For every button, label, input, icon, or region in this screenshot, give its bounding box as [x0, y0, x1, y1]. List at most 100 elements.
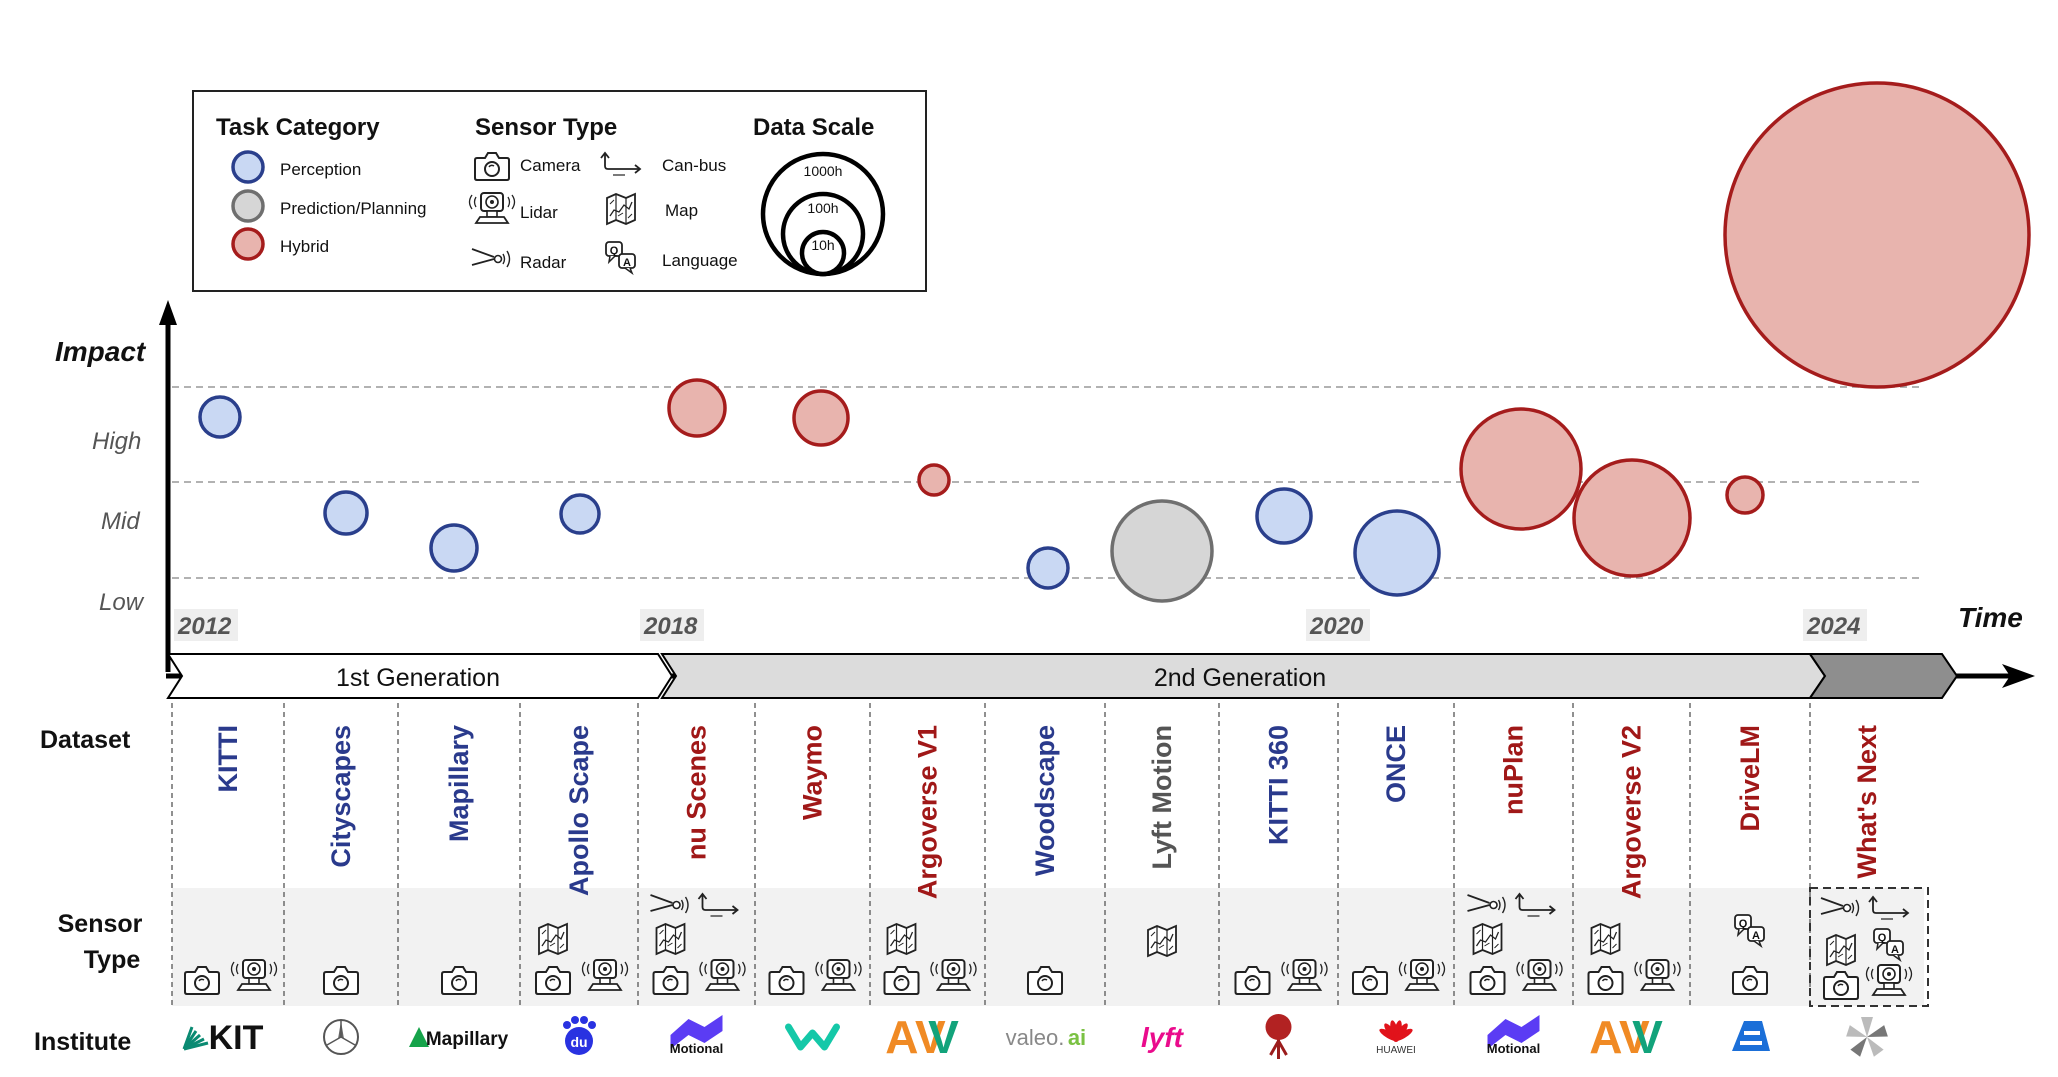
- map-icon: [1147, 925, 1177, 957]
- bubble-nu-scenes: [667, 378, 727, 438]
- dataset-column-what-s-next: What's Next QA: [1820, 725, 1913, 1057]
- legend-scale-10h-circle: [799, 229, 847, 277]
- institute-text-motional: Motional: [670, 1041, 723, 1056]
- impact-axis-arrow-icon: [159, 300, 177, 325]
- dataset-name-drivelm: DriveLM: [1735, 725, 1765, 832]
- institute-text-valeo_b: ai: [1068, 1025, 1086, 1050]
- map-icon: [1826, 934, 1856, 966]
- generation-2-label: 2nd Generation: [1154, 664, 1326, 692]
- legend-sensor-type-title: Sensor Type: [475, 114, 617, 141]
- dataset-bubbles: [198, 81, 2031, 603]
- legend-hybrid-marker: [231, 227, 265, 261]
- time-axis: 1st Generation 2nd Generation: [166, 653, 2035, 699]
- bubble-argoverse-v2: [1572, 458, 1692, 578]
- camera-icon: [1352, 966, 1388, 995]
- camera-icon: [652, 966, 689, 995]
- institute-logo-baidu: du: [563, 1016, 596, 1055]
- language-a-glyph: A: [1752, 930, 1760, 942]
- dataset-column-cityscapes: Cityscapes: [323, 725, 359, 1055]
- legend-scale-1000h-label: 1000h: [804, 163, 843, 179]
- institute-logo-motional: Motional: [670, 1015, 723, 1056]
- dataset-name-apollo-scape: Apollo Scape: [564, 725, 594, 896]
- camera-icon: [768, 966, 805, 995]
- institute-text-argo: AV: [1589, 1011, 1650, 1063]
- language-q-glyph: Q: [1878, 932, 1887, 944]
- dataset-column-once: ONCE HUAWEI: [1352, 725, 1446, 1056]
- legend-lidar-label: Lidar: [520, 203, 558, 222]
- language-q-glyph: Q: [1739, 918, 1748, 930]
- institute-text-mapillary: Mapillary: [426, 1029, 509, 1050]
- camera-icon: [1587, 966, 1624, 995]
- dataset-name-kitti-360: KITTI 360: [1264, 725, 1294, 845]
- institute-text-baidu: du: [570, 1034, 587, 1050]
- camera-icon: [1469, 966, 1506, 995]
- bubble-nuplan: [1459, 407, 1583, 531]
- dataset-column-nuplan: nuPlan Motional: [1466, 725, 1563, 1056]
- bubble-lyft-motion: [1110, 499, 1214, 603]
- bubble-woodscape: [1026, 546, 1070, 590]
- institute-text-lyft: lyft: [1141, 1022, 1185, 1053]
- bubble-argoverse-v1: [917, 463, 951, 497]
- bubble-drivelm: [1725, 475, 1765, 515]
- generation-1-arrow: [166, 653, 674, 699]
- dataset-column-kitti-360: KITTI 360: [1234, 725, 1328, 1059]
- generation-1-label: 1st Generation: [336, 664, 500, 692]
- institute-logo-mapillary: Mapillary: [409, 1027, 509, 1050]
- legend-perception-marker: [231, 150, 265, 184]
- bubble-apollo-scape: [559, 493, 601, 535]
- time-axis-arrow-icon: [2002, 664, 2035, 688]
- bubble-kitti: [198, 395, 242, 439]
- row-label-dataset: Dataset: [40, 726, 131, 754]
- camera-icon: [441, 966, 477, 995]
- institute-logo-mercedes-benz: [323, 1019, 359, 1055]
- legend-camera-icon: [474, 152, 510, 181]
- dataset-columns: KITTI KIT Cityscapes Mapillary Mapillary Apol…: [171, 703, 1913, 1063]
- dataset-column-apollo-scape: Apollo Scape du: [535, 725, 629, 1055]
- dataset-name-what-s-next: What's Next: [1852, 725, 1882, 878]
- institute-text-kit: KIT: [209, 1019, 264, 1057]
- institute-logo-waymo: [785, 1023, 840, 1051]
- dataset-name-argoverse-v2: Argoverse V2: [1617, 725, 1647, 899]
- year-2012: 2012: [177, 613, 232, 640]
- camera-icon: [1027, 966, 1063, 995]
- camera-icon: [883, 966, 920, 995]
- dataset-name-once: ONCE: [1381, 725, 1411, 803]
- camera-icon: [1823, 971, 1859, 1000]
- time-axis-title: Time: [1958, 602, 2023, 633]
- legend-map-icon: [606, 193, 636, 225]
- svg-text:V: V: [928, 1011, 959, 1063]
- bubble-what-s-next: [1723, 81, 2031, 389]
- legend-planning-marker: [231, 189, 265, 223]
- camera-icon: [184, 966, 220, 995]
- institute-logo-argo-ai: AVV: [885, 1011, 959, 1063]
- dataset-name-nuplan: nuPlan: [1499, 725, 1529, 815]
- dataset-name-waymo: Waymo: [798, 725, 828, 820]
- row-label-institute: Institute: [34, 1028, 131, 1056]
- map-icon: [1590, 923, 1621, 955]
- dataset-name-mapillary: Mapillary: [444, 725, 474, 842]
- impact-axis: Impact High Mid Low: [55, 300, 177, 672]
- bubble-cityscapes: [323, 490, 369, 536]
- institute-logo-opendrivelab: [1732, 1021, 1770, 1051]
- year-labels: 2012 2018 2020 2024 Time: [174, 602, 2023, 641]
- legend-radar-label: Radar: [520, 253, 567, 272]
- bubble-mapillary: [429, 523, 479, 573]
- language-q-glyph: Q: [610, 245, 619, 257]
- dataset-column-waymo: Waymo: [768, 725, 862, 1051]
- institute-logo-next: [1846, 1017, 1888, 1057]
- institute-logo-kit: KIT: [182, 1019, 264, 1057]
- camera-icon: [535, 966, 571, 995]
- bubble-once: [1353, 509, 1441, 597]
- institute-logo-t-bingen: [1265, 1014, 1292, 1059]
- year-2020: 2020: [1309, 613, 1364, 640]
- dataset-name-kitti: KITTI: [213, 725, 243, 793]
- legend-data-scale-title: Data Scale: [753, 114, 874, 141]
- dataset-column-kitti: KITTI KIT: [182, 725, 278, 1057]
- dataset-name-woodscape: Woodscape: [1030, 725, 1060, 876]
- svg-text:V: V: [1632, 1011, 1663, 1063]
- year-2018: 2018: [643, 613, 698, 640]
- legend: Task Category Perception Prediction/Plann…: [192, 90, 927, 292]
- institute-logo-valeo-ai: valeo. ai: [1006, 1025, 1087, 1050]
- map-icon: [886, 923, 917, 955]
